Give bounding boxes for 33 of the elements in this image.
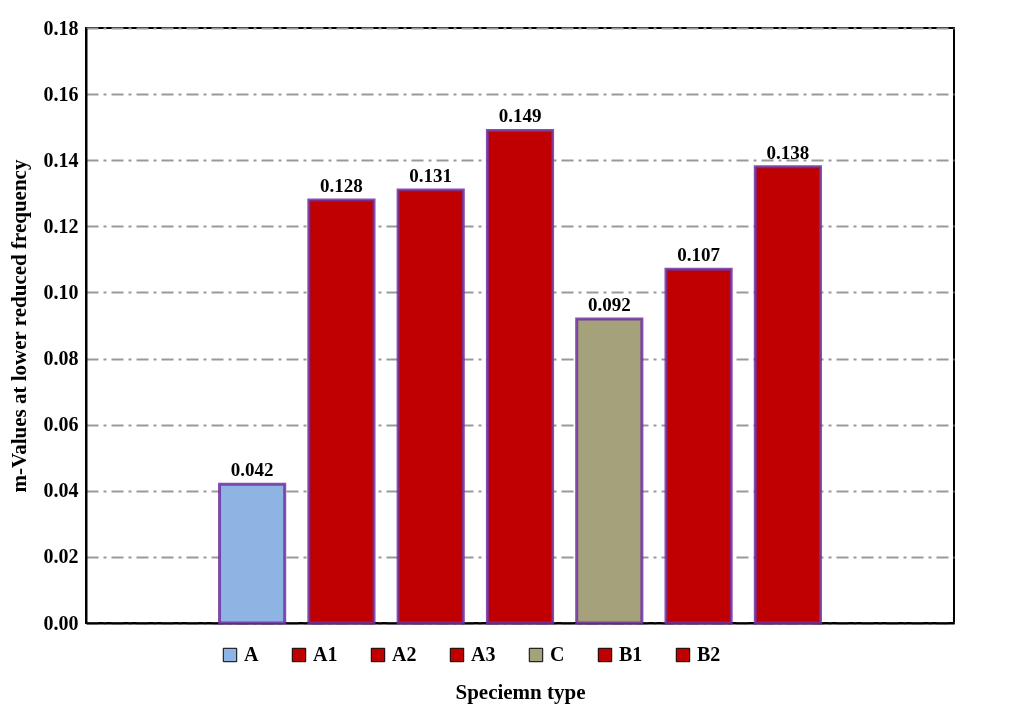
data-label: 0.131	[409, 164, 453, 186]
y-tick-label: 0.12	[43, 214, 79, 237]
y-tick-label: 0.00	[43, 611, 79, 634]
data-label: 0.092	[587, 293, 631, 315]
legend-label: A	[244, 643, 259, 665]
y-tick-label: 0.10	[43, 280, 79, 303]
x-axis-title: Speciemn type	[455, 679, 586, 704]
data-label: 0.128	[320, 174, 363, 196]
legend-label: A2	[392, 643, 417, 665]
bar	[664, 267, 733, 625]
y-tick-label: 0.18	[43, 16, 79, 39]
data-label: 0.042	[230, 459, 274, 481]
bar	[396, 188, 465, 625]
legend-label: C	[550, 643, 565, 665]
data-label: 0.138	[766, 141, 810, 163]
y-axis-title: m-Values at lower reduced frequency	[6, 159, 31, 493]
data-label: 0.107	[677, 244, 721, 266]
legend-label: B2	[697, 643, 721, 665]
bar	[307, 198, 376, 625]
y-tick-label: 0.14	[43, 148, 79, 171]
bar	[485, 128, 555, 625]
legend-label: A3	[471, 643, 496, 665]
legend-label: B1	[619, 643, 643, 665]
y-tick-label: 0.08	[43, 347, 79, 370]
data-label: 0.149	[498, 105, 542, 127]
legend-label: A1	[313, 643, 338, 665]
bar	[218, 482, 287, 625]
bar	[753, 165, 822, 625]
y-tick-label: 0.16	[43, 82, 79, 105]
y-tick-label: 0.02	[43, 545, 79, 568]
y-tick-label: 0.04	[43, 479, 79, 502]
y-tick-label: 0.06	[43, 413, 79, 436]
bar	[575, 317, 644, 625]
